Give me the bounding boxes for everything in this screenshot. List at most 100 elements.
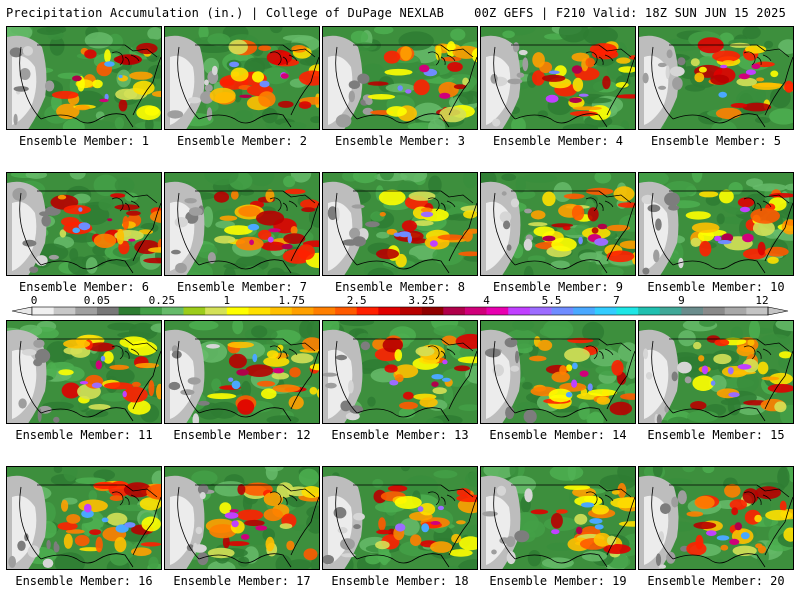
ensemble-member-panel-11: Ensemble Member: 11 (6, 320, 162, 442)
ensemble-member-panel-12: Ensemble Member: 12 (164, 320, 320, 442)
legend-min-arrow (11, 306, 33, 316)
precipitation-map (322, 172, 478, 276)
legend-swatch (551, 307, 574, 315)
ensemble-member-label: Ensemble Member: 14 (489, 428, 627, 442)
model-run-info: 00Z GEFS | F210 Valid: 18Z SUN JUN 15 20… (474, 6, 786, 20)
precipitation-map (6, 320, 162, 424)
legend-tick-label: 2.5 (346, 294, 367, 307)
legend-swatch (724, 307, 747, 315)
legend-tick-label: 3.25 (408, 294, 435, 307)
legend-colorbar (11, 306, 789, 316)
precipitation-map (480, 26, 636, 130)
ensemble-member-panel-7: Ensemble Member: 7 (164, 172, 320, 294)
legend-swatch (161, 307, 184, 315)
ensemble-member-label: Ensemble Member: 1 (18, 134, 150, 148)
map-graphic (639, 173, 793, 275)
chart-title: Precipitation Accumulation (in.) | Colle… (6, 6, 445, 20)
ensemble-member-panel-14: Ensemble Member: 14 (480, 320, 636, 442)
map-graphic (7, 321, 161, 423)
precipitation-map (638, 172, 794, 276)
ensemble-member-label: Ensemble Member: 4 (492, 134, 624, 148)
map-graphic (481, 173, 635, 275)
precipitation-map (322, 466, 478, 570)
precipitation-map (480, 466, 636, 570)
ensemble-member-panel-10: Ensemble Member: 10 (638, 172, 794, 294)
map-graphic (323, 321, 477, 423)
precipitation-map (6, 172, 162, 276)
ensemble-member-label: Ensemble Member: 10 (647, 280, 785, 294)
legend-swatch (270, 307, 293, 315)
ensemble-member-panel-3: Ensemble Member: 3 (322, 26, 478, 148)
ensemble-member-label: Ensemble Member: 2 (176, 134, 308, 148)
map-graphic (481, 321, 635, 423)
legend-swatch (616, 307, 639, 315)
ensemble-member-panel-15: Ensemble Member: 15 (638, 320, 794, 442)
ensemble-member-panel-8: Ensemble Member: 8 (322, 172, 478, 294)
map-graphic (165, 27, 319, 129)
legend-tick-label: 5.5 (541, 294, 562, 307)
map-graphic (7, 467, 161, 569)
precipitation-map (638, 466, 794, 570)
legend-swatch (75, 307, 98, 315)
ensemble-member-panel-1: Ensemble Member: 1 (6, 26, 162, 148)
map-graphic (639, 321, 793, 423)
ensemble-member-panel-20: Ensemble Member: 20 (638, 466, 794, 588)
ensemble-member-label: Ensemble Member: 12 (173, 428, 311, 442)
map-graphic (7, 27, 161, 129)
ensemble-member-label: Ensemble Member: 19 (489, 574, 627, 588)
map-graphic (7, 173, 161, 275)
precipitation-map (638, 320, 794, 424)
legend-max-arrow (767, 306, 789, 316)
legend-swatch (464, 307, 487, 315)
ensemble-member-panel-17: Ensemble Member: 17 (164, 466, 320, 588)
precipitation-map (322, 320, 478, 424)
legend-swatch (594, 307, 617, 315)
legend-swatch (356, 307, 379, 315)
legend-swatch (443, 307, 466, 315)
map-graphic (639, 27, 793, 129)
legend-tick-label: 0.05 (83, 294, 111, 307)
legend-tick-label: 9 (678, 294, 685, 307)
ensemble-member-label: Ensemble Member: 5 (650, 134, 782, 148)
ensemble-member-panel-18: Ensemble Member: 18 (322, 466, 478, 588)
precipitation-map (322, 26, 478, 130)
legend-swatch (96, 307, 119, 315)
map-graphic (323, 27, 477, 129)
legend-tick-label: 12 (755, 294, 769, 307)
precipitation-map (6, 466, 162, 570)
ensemble-member-label: Ensemble Member: 18 (331, 574, 469, 588)
precipitation-map (480, 172, 636, 276)
ensemble-member-panel-13: Ensemble Member: 13 (322, 320, 478, 442)
legend-swatch (681, 307, 704, 315)
precipitation-map (164, 26, 320, 130)
legend-swatch (659, 307, 682, 315)
legend-swatch (205, 307, 228, 315)
map-graphic (323, 467, 477, 569)
legend-swatch (335, 307, 358, 315)
legend-swatch (291, 307, 314, 315)
ensemble-member-panel-16: Ensemble Member: 16 (6, 466, 162, 588)
ensemble-member-label: Ensemble Member: 20 (647, 574, 785, 588)
ensemble-member-label: Ensemble Member: 17 (173, 574, 311, 588)
legend-swatch (53, 307, 76, 315)
map-graphic (165, 467, 319, 569)
legend-swatch (400, 307, 422, 315)
ensemble-member-panel-19: Ensemble Member: 19 (480, 466, 636, 588)
legend-tick-label: 1.75 (278, 294, 306, 307)
legend-tick-label: 1 (223, 294, 231, 307)
precipitation-map (6, 26, 162, 130)
ensemble-member-label: Ensemble Member: 3 (334, 134, 466, 148)
legend-swatch (508, 307, 531, 315)
legend-swatch (118, 307, 141, 315)
map-graphic (481, 27, 635, 129)
legend-swatch (248, 307, 271, 315)
precipitation-map (164, 320, 320, 424)
map-graphic (323, 173, 477, 275)
legend-tick-label: 4 (483, 294, 490, 307)
ensemble-member-label: Ensemble Member: 13 (331, 428, 469, 442)
precipitation-color-legend: 0 0.05 0.25 1 1.75 2.5 3.25 4 5.5 7 9 12 (10, 294, 790, 319)
ensemble-member-panel-6: Ensemble Member: 6 (6, 172, 162, 294)
legend-swatch (32, 307, 54, 315)
legend-swatch (746, 307, 769, 315)
ensemble-member-panel-2: Ensemble Member: 2 (164, 26, 320, 148)
